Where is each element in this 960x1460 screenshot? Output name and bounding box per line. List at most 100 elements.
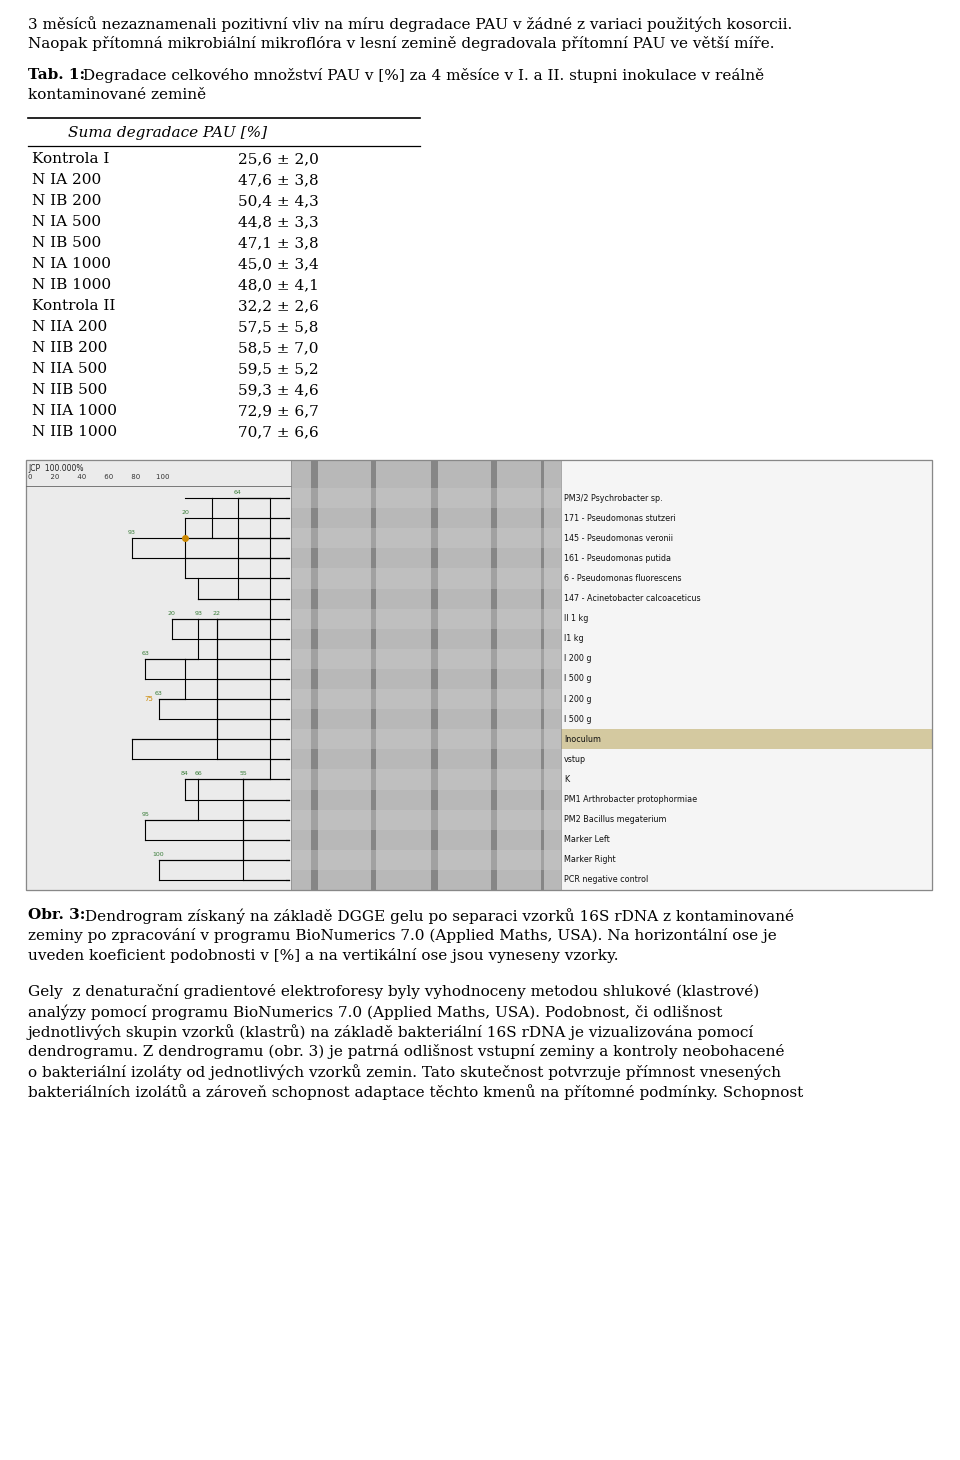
Text: 25,6 ± 2,0: 25,6 ± 2,0 <box>238 152 319 166</box>
Text: kontaminované zemině: kontaminované zemině <box>28 88 206 102</box>
Bar <box>26 460 932 891</box>
Text: 63: 63 <box>155 691 162 696</box>
Text: Marker Right: Marker Right <box>564 856 615 864</box>
Text: jednotlivých skupin vzorků (klastrů) na základě bakteriální 16S rDNA je vizuali: jednotlivých skupin vzorků (klastrů) na … <box>28 1023 755 1040</box>
Text: 3 měsíců nezaznamenali pozitivní vliv na míru degradace PAU v žádné z variaci po: 3 měsíců nezaznamenali pozitivní vliv na… <box>28 16 792 32</box>
Text: 20: 20 <box>168 610 176 616</box>
Text: 84: 84 <box>181 771 189 777</box>
Bar <box>561 460 932 891</box>
Text: Kontrola I: Kontrola I <box>32 152 109 166</box>
Bar <box>291 568 561 588</box>
Text: N IA 500: N IA 500 <box>32 215 101 229</box>
Text: 95: 95 <box>141 812 149 816</box>
Bar <box>561 729 932 749</box>
Text: PM2 Bacillus megaterium: PM2 Bacillus megaterium <box>564 815 666 823</box>
Text: PCR negative control: PCR negative control <box>564 876 648 885</box>
Bar <box>291 609 561 629</box>
Text: 58,5 ± 7,0: 58,5 ± 7,0 <box>238 342 319 355</box>
Text: Gely  z denaturační gradientové elektroforesy byly vyhodnoceny metodou shlukové : Gely z denaturační gradientové elektrofo… <box>28 984 759 999</box>
Text: 57,5 ± 5,8: 57,5 ± 5,8 <box>238 320 319 334</box>
Bar <box>431 460 438 891</box>
Text: 59,5 ± 5,2: 59,5 ± 5,2 <box>238 362 319 377</box>
Text: Naopak přítomná mikrobiální mikroflóra v lesní zemině degradovala přítomní PAU v: Naopak přítomná mikrobiální mikroflóra v… <box>28 36 775 51</box>
Text: 93: 93 <box>194 610 203 616</box>
Text: N IB 1000: N IB 1000 <box>32 277 111 292</box>
Text: 59,3 ± 4,6: 59,3 ± 4,6 <box>238 383 319 397</box>
Text: N IIB 1000: N IIB 1000 <box>32 425 117 439</box>
Text: 55: 55 <box>239 771 247 777</box>
Text: Tab. 1:: Tab. 1: <box>28 69 85 82</box>
Bar <box>291 488 561 508</box>
Text: Inoculum: Inoculum <box>564 734 601 743</box>
Text: Obr. 3:: Obr. 3: <box>28 908 85 923</box>
Bar <box>26 460 932 891</box>
Text: vstup: vstup <box>564 755 587 764</box>
Text: II 1 kg: II 1 kg <box>564 615 588 623</box>
Text: N IB 500: N IB 500 <box>32 237 101 250</box>
Bar <box>291 689 561 710</box>
Text: 147 - Acinetobacter calcoaceticus: 147 - Acinetobacter calcoaceticus <box>564 594 701 603</box>
Text: Degradace celkového množství PAU v [%] za 4 měsíce v I. a II. stupni inokulace v: Degradace celkového množství PAU v [%] z… <box>78 69 764 83</box>
Text: PM1 Arthrobacter protophormiae: PM1 Arthrobacter protophormiae <box>564 796 697 804</box>
Text: dendrogramu. Z dendrogramu (obr. 3) je patrná odlišnost vstupní zeminy a kontrol: dendrogramu. Z dendrogramu (obr. 3) je p… <box>28 1044 784 1058</box>
Text: 50,4 ± 4,3: 50,4 ± 4,3 <box>238 194 319 207</box>
Text: JCP  100.000%: JCP 100.000% <box>28 464 84 473</box>
Bar <box>291 729 561 749</box>
Text: N IIA 500: N IIA 500 <box>32 362 108 377</box>
Text: I 500 g: I 500 g <box>564 675 591 683</box>
Text: Kontrola II: Kontrola II <box>32 299 115 312</box>
Text: 47,1 ± 3,8: 47,1 ± 3,8 <box>238 237 319 250</box>
Bar <box>491 460 497 891</box>
Text: I1 kg: I1 kg <box>564 634 584 644</box>
Text: 63: 63 <box>141 651 149 656</box>
Text: Marker Left: Marker Left <box>564 835 610 844</box>
Text: N IB 200: N IB 200 <box>32 194 102 207</box>
Bar <box>291 810 561 829</box>
Text: 45,0 ± 3,4: 45,0 ± 3,4 <box>238 257 319 272</box>
Text: zeminy po zpracování v programu BioNumerics 7.0 (Applied Maths, USA). Na horizon: zeminy po zpracování v programu BioNumer… <box>28 929 777 943</box>
Text: 171 - Pseudomonas stutzeri: 171 - Pseudomonas stutzeri <box>564 514 676 523</box>
Text: N IIB 200: N IIB 200 <box>32 342 108 355</box>
Text: 32,2 ± 2,6: 32,2 ± 2,6 <box>238 299 319 312</box>
Text: 75: 75 <box>145 696 154 702</box>
Text: N IA 1000: N IA 1000 <box>32 257 111 272</box>
Text: 0        20        40        60        80       100: 0 20 40 60 80 100 <box>28 474 170 480</box>
Text: 22: 22 <box>213 610 221 616</box>
Text: 48,0 ± 4,1: 48,0 ± 4,1 <box>238 277 319 292</box>
Text: 44,8 ± 3,3: 44,8 ± 3,3 <box>238 215 319 229</box>
Text: PM3/2 Psychrobacter sp.: PM3/2 Psychrobacter sp. <box>564 493 662 502</box>
Text: 20: 20 <box>181 510 189 515</box>
Text: N IIA 1000: N IIA 1000 <box>32 404 117 418</box>
Text: 70,7 ± 6,6: 70,7 ± 6,6 <box>238 425 319 439</box>
Text: 64: 64 <box>234 491 242 495</box>
Text: 72,9 ± 6,7: 72,9 ± 6,7 <box>238 404 319 418</box>
Bar <box>291 850 561 870</box>
Text: I 200 g: I 200 g <box>564 695 591 704</box>
Text: N IIA 200: N IIA 200 <box>32 320 108 334</box>
Text: 161 - Pseudomonas putida: 161 - Pseudomonas putida <box>564 553 671 564</box>
Text: K: K <box>564 775 569 784</box>
Text: o bakteriální izoláty od jednotlivých vzorků zemin. Tato skutečnost potvrzuje : o bakteriální izoláty od jednotlivých … <box>28 1064 781 1080</box>
Text: 47,6 ± 3,8: 47,6 ± 3,8 <box>238 172 319 187</box>
Text: bakteriálních izolátů a zároveň schopnost adaptace těchto kmenů na přítomné po: bakteriálních izolátů a zároveň schopn… <box>28 1083 804 1099</box>
Text: uveden koeficient podobnosti v [%] a na vertikální ose jsou vyneseny vzorky.: uveden koeficient podobnosti v [%] a na … <box>28 948 618 964</box>
Bar <box>371 460 375 891</box>
Bar <box>291 769 561 790</box>
Bar <box>26 460 291 891</box>
Text: 93: 93 <box>128 530 136 536</box>
Text: N IIB 500: N IIB 500 <box>32 383 108 397</box>
Text: 100: 100 <box>153 851 164 857</box>
Text: 145 - Pseudomonas veronii: 145 - Pseudomonas veronii <box>564 534 673 543</box>
Text: N IA 200: N IA 200 <box>32 172 101 187</box>
Text: Suma degradace PAU [%]: Suma degradace PAU [%] <box>68 126 268 140</box>
Bar <box>541 460 543 891</box>
Text: I 500 g: I 500 g <box>564 714 591 724</box>
Text: analýzy pomocí programu BioNumerics 7.0 (Applied Maths, USA). Podobnost, či odli: analýzy pomocí programu BioNumerics 7.0 … <box>28 1004 722 1019</box>
Text: I 200 g: I 200 g <box>564 654 591 663</box>
Bar <box>311 460 318 891</box>
Bar <box>291 529 561 549</box>
Text: 6 - Pseudomonas fluorescens: 6 - Pseudomonas fluorescens <box>564 574 682 583</box>
Bar <box>291 460 561 891</box>
Text: Dendrogram získaný na základě DGGE gelu po separaci vzorků 16S rDNA z kontaminov: Dendrogram získaný na základě DGGE gelu … <box>80 908 794 924</box>
Text: 66: 66 <box>194 771 203 777</box>
